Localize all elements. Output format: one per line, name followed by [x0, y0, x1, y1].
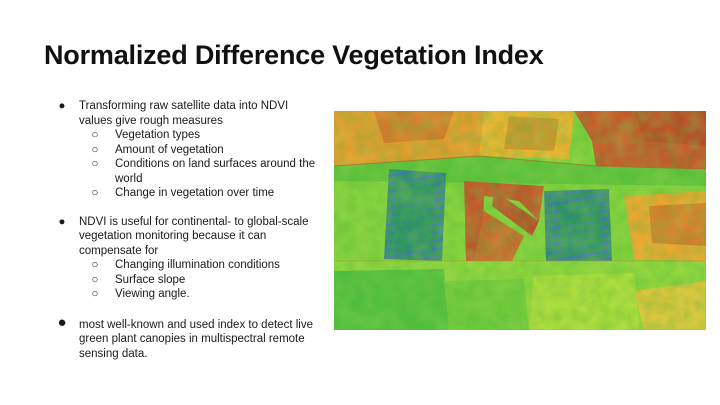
sub-bullet-text: Amount of vegetation	[115, 143, 224, 156]
sub-bullet-item: ○ Viewing angle.	[56, 287, 316, 302]
texture-overlay	[334, 111, 706, 330]
bullet-item: ● Transforming raw satellite data into N…	[56, 99, 316, 128]
sub-bullet-item: ○ Amount of vegetation	[56, 143, 316, 158]
sub-bullet-text: Change in vegetation over time	[115, 187, 275, 199]
bullet-text: NDVI is useful for continental- to globa…	[79, 215, 309, 257]
bullet-item: ● most well-known and used index to dete…	[56, 313, 316, 362]
bullet-dot-icon: ●	[58, 100, 66, 112]
sub-bullet-circle-icon: ○	[91, 158, 99, 170]
sub-bullet-circle-icon: ○	[91, 259, 99, 271]
ndvi-map-graphic	[334, 111, 706, 330]
sub-bullet-circle-icon: ○	[91, 273, 99, 286]
bullet-dot-icon: ●	[58, 215, 66, 228]
bullet-dot-icon: ●	[57, 313, 67, 331]
sub-bullet-text: Conditions on land surfaces around the w…	[115, 158, 316, 185]
sub-bullet-circle-icon: ○	[91, 143, 99, 156]
field-boundary	[334, 155, 706, 170]
bullet-text: Transforming raw satellite data into NDV…	[79, 100, 289, 127]
sub-bullet-item: ○ Vegetation types	[56, 128, 316, 143]
sub-bullet-text: Viewing angle.	[115, 288, 190, 300]
bullet-text: most well-known and used index to detect…	[79, 318, 313, 360]
sub-bullet-circle-icon: ○	[91, 129, 99, 141]
sub-bullet-text: Changing illumination conditions	[115, 259, 280, 271]
bullet-list: ● Transforming raw satellite data into N…	[56, 99, 316, 361]
sub-bullet-item: ○ Surface slope	[56, 273, 316, 288]
sub-bullet-text: Vegetation types	[115, 129, 201, 141]
sub-bullet-circle-icon: ○	[91, 187, 99, 199]
sub-bullet-item: ○ Change in vegetation over time	[56, 186, 316, 201]
sub-bullet-circle-icon: ○	[91, 288, 99, 300]
slide-title: Normalized Difference Vegetation Index	[44, 40, 544, 70]
sub-bullet-item: ○ Changing illumination conditions	[56, 258, 316, 273]
sub-bullet-item: ○ Conditions on land surfaces around the…	[56, 157, 316, 186]
ndvi-satellite-image	[334, 111, 706, 330]
sub-bullet-text: Surface slope	[115, 273, 186, 286]
bullet-item: ● NDVI is useful for continental- to glo…	[56, 215, 316, 259]
